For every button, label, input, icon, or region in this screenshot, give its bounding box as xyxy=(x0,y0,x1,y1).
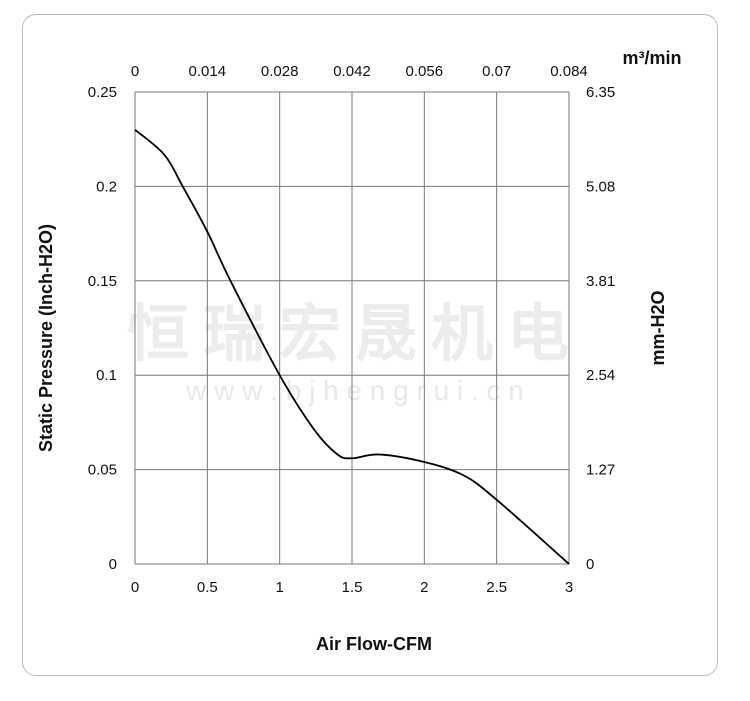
y-tick-label: 0.1 xyxy=(96,367,117,384)
y2-axis-label: mm-H2O xyxy=(648,290,668,365)
chart-frame xyxy=(22,14,718,676)
x2-axis-label: m³/min xyxy=(622,48,681,68)
y2-tick-label: 2.54 xyxy=(586,367,615,384)
y2-tick-label: 1.27 xyxy=(586,462,615,479)
y2-tick-label: 3.81 xyxy=(586,273,615,290)
x-tick-label: 2.5 xyxy=(486,579,507,596)
x2-tick-label: 0.07 xyxy=(482,63,511,80)
y-tick-label: 0 xyxy=(109,556,117,573)
watermark-text: 恒瑞宏晟机电 xyxy=(127,300,583,369)
x2-tick-label: 0.014 xyxy=(189,63,227,80)
x-tick-label: 1.5 xyxy=(342,579,363,596)
y2-tick-label: 5.08 xyxy=(586,178,615,195)
x-tick-label: 0 xyxy=(131,579,139,596)
y2-tick-label: 6.35 xyxy=(586,84,615,101)
x-tick-label: 0.5 xyxy=(197,579,218,596)
x-tick-label: 2 xyxy=(420,579,428,596)
x-tick-label: 1 xyxy=(275,579,283,596)
pq-curve xyxy=(134,129,570,565)
x2-tick-label: 0 xyxy=(131,63,139,80)
y-axis-label: Static Pressure (Inch-H2O) xyxy=(36,224,56,452)
x2-tick-label: 0.028 xyxy=(261,63,299,80)
watermark-url: w w w . b j h e n g r u i . c n xyxy=(185,375,524,406)
y-tick-label: 0.15 xyxy=(88,273,117,290)
x-tick-label: 3 xyxy=(565,579,573,596)
y-tick-label: 0.25 xyxy=(88,84,117,101)
y2-tick-label: 0 xyxy=(586,556,594,573)
x-axis-label: Air Flow-CFM xyxy=(316,634,432,654)
x2-tick-label: 0.042 xyxy=(333,63,371,80)
x2-tick-label: 0.056 xyxy=(406,63,444,80)
x2-tick-label: 0.084 xyxy=(550,63,588,80)
y-tick-label: 0.05 xyxy=(88,462,117,479)
y-tick-label: 0.2 xyxy=(96,178,117,195)
